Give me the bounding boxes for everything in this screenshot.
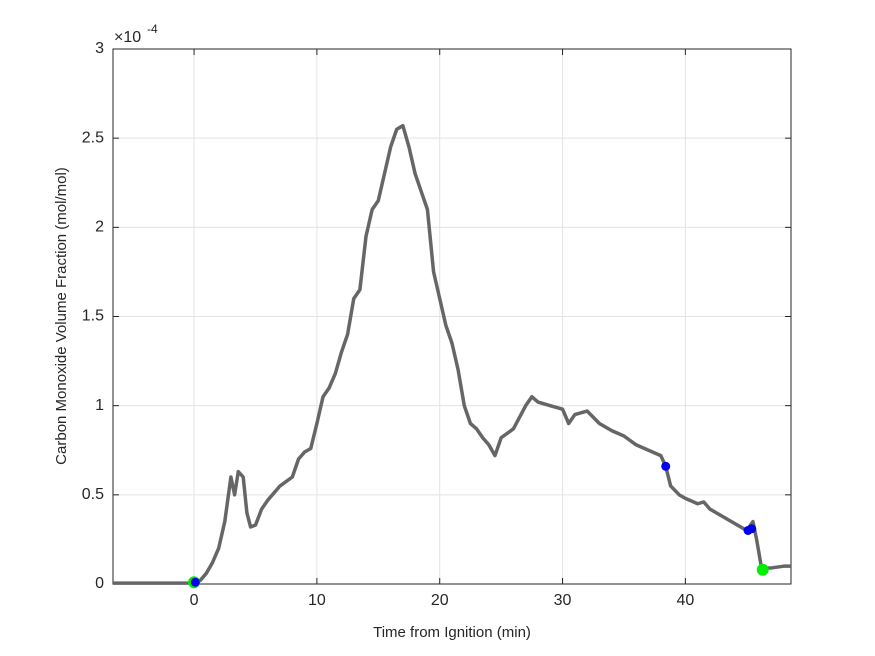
data-line [113,123,791,585]
plot-frame [112,48,792,585]
event-marker [747,524,757,534]
y-tick-label: 1.5 [82,308,104,325]
y-tick-label: 2 [95,219,104,236]
x-tick-label: 30 [554,592,572,609]
y-axis-label: Carbon Monoxide Volume Fraction (mol/mol… [53,167,70,465]
x-tick-label: 10 [308,592,326,609]
x-tick-label: 20 [431,592,449,609]
y-exponent: -4 [147,22,158,36]
y-tick-label: 0 [95,575,104,592]
y-tick-label: 0.5 [82,486,104,503]
y-tick-label: 3 [95,40,104,57]
event-marker [190,577,200,587]
event-marker [661,461,671,471]
y-tick-label: 2.5 [82,129,104,146]
event-marker [756,563,769,576]
x-axis-label: Time from Ignition (min) [373,624,531,641]
y-tick-label: 1 [95,397,104,414]
x-tick-label: 0 [190,592,199,609]
y-multiplier: ×10 [114,29,141,46]
x-tick-label: 40 [676,592,694,609]
